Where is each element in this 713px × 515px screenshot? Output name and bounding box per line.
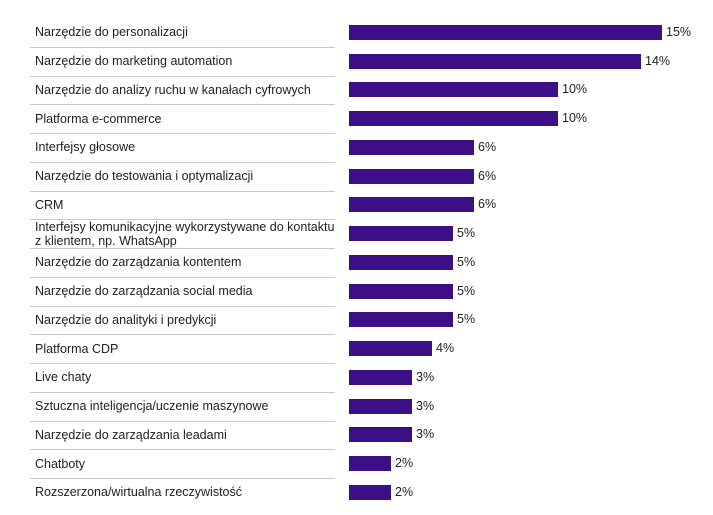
category-label: Platforma CDP: [35, 341, 119, 356]
bar: [349, 139, 474, 155]
value-label: 3%: [416, 427, 435, 442]
row-separator: [30, 104, 335, 106]
category-label: Interfejsy komunikacyjne wykorzystywane …: [35, 219, 335, 248]
bar: [349, 197, 474, 213]
chart-row: Platforma CDP 4%: [0, 334, 713, 363]
value-label: 4%: [436, 341, 455, 356]
value-label: 5%: [457, 283, 476, 298]
category-label: Narzędzie do zarządzania social media: [35, 284, 253, 299]
chart-row: Narzędzie do testowania i optymalizacji 6…: [0, 161, 713, 191]
row-separator: [30, 248, 335, 249]
bar: [349, 369, 412, 385]
row-separator: [30, 449, 335, 451]
bar: [349, 341, 432, 357]
row-separator: [30, 391, 335, 393]
value-label: 3%: [416, 398, 435, 413]
value-label: 5%: [457, 226, 476, 241]
category-label: Chatboty: [35, 456, 86, 471]
chart-row: Narzędzie do zarządzania kontentem 5%: [0, 248, 713, 277]
value-label: 2%: [395, 456, 414, 471]
bar: [349, 111, 558, 127]
bar: [349, 456, 391, 472]
chart-row: Narzędzie do analizy ruchu w kanałach cy…: [0, 75, 713, 105]
category-label: Rozszerzona/wirtualna rzeczywistość: [35, 485, 243, 500]
chart-row: Interfejsy komunikacyjne wykorzystywane …: [0, 219, 713, 248]
category-label: Narzędzie do analizy ruchu w kanałach cy…: [35, 82, 311, 97]
bar: [349, 283, 453, 299]
category-label: Narzędzie do marketing automation: [35, 54, 233, 69]
value-label: 5%: [457, 312, 476, 327]
bar: [349, 484, 391, 500]
category-label: Sztuczna inteligencja/uczenie maszynowe: [35, 399, 269, 414]
row-separator: [30, 133, 335, 134]
category-label: Interfejsy głosowe: [35, 140, 136, 155]
category-label: CRM: [35, 197, 64, 212]
bar: [349, 168, 474, 184]
value-label: 14%: [645, 53, 671, 68]
row-separator: [30, 334, 335, 336]
row-separator: [30, 276, 335, 278]
value-label: 10%: [562, 111, 588, 126]
value-label: 6%: [478, 168, 497, 183]
chart-row: Rozszerzona/wirtualna rzeczywistość 2%: [0, 478, 713, 507]
category-label: Narzędzie do zarządzania kontentem: [35, 255, 242, 270]
chart-row: Chatboty 2%: [0, 449, 713, 478]
value-label: 10%: [562, 82, 588, 97]
row-separator: [30, 161, 335, 163]
row-separator: [30, 75, 335, 77]
category-label: Platforma e-commerce: [35, 111, 162, 126]
bar: [349, 82, 558, 98]
category-label: Narzędzie do analityki i predykcji: [35, 312, 217, 327]
chart-row: Narzędzie do personalizacji 15%: [0, 18, 713, 47]
category-label: Narzędzie do personalizacji: [35, 25, 188, 40]
category-label: Narzędzie do zarządzania leadami: [35, 427, 227, 442]
row-separator: [30, 305, 335, 307]
row-separator: [30, 420, 335, 422]
row-separator: [30, 219, 335, 221]
value-label: 3%: [416, 369, 435, 384]
chart-row: Interfejsy głosowe 6%: [0, 133, 713, 162]
chart-row: Narzędzie do zarządzania leadami 3%: [0, 420, 713, 450]
bar: [349, 312, 453, 328]
bar: [349, 53, 641, 69]
chart-row: Narzędzie do analityki i predykcji 5%: [0, 305, 713, 335]
value-label: 6%: [478, 139, 497, 154]
bar: [349, 226, 453, 242]
chart-row: Narzędzie do zarządzania social media 5%: [0, 276, 713, 306]
chart-row: Sztuczna inteligencja/uczenie maszynowe 3…: [0, 391, 713, 421]
chart-row: Platforma e-commerce 10%: [0, 104, 713, 133]
value-label: 15%: [666, 24, 692, 39]
chart-row: CRM 6%: [0, 190, 713, 220]
row-separator: [30, 478, 335, 479]
bar: [349, 398, 412, 414]
value-label: 6%: [478, 197, 497, 212]
bar: [349, 254, 453, 270]
chart-row: Narzędzie do marketing automation 14%: [0, 46, 713, 76]
row-separator: [30, 46, 335, 48]
category-label: Live chaty: [35, 370, 92, 385]
category-label: Narzędzie do testowania i optymalizacji: [35, 169, 254, 184]
row-separator: [30, 363, 335, 364]
value-label: 2%: [395, 484, 414, 499]
bar: [349, 24, 662, 40]
row-separator: [30, 190, 335, 192]
value-label: 5%: [457, 254, 476, 269]
chart-row: Live chaty 3%: [0, 363, 713, 392]
bar: [349, 427, 412, 443]
